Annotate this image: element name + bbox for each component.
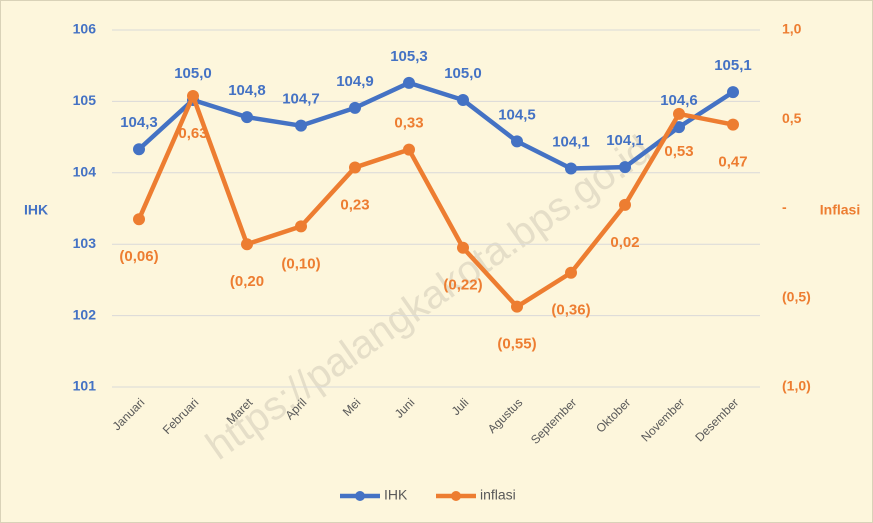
legend-label: IHK <box>384 487 408 503</box>
data-label: (0,36) <box>551 302 590 319</box>
data-label: 104,7 <box>282 91 320 108</box>
legend-marker <box>355 491 365 501</box>
data-label: 0,33 <box>394 115 423 132</box>
y-tick-label: 106 <box>73 21 97 37</box>
y2-tick-label: (1,0) <box>782 378 811 394</box>
series-point <box>349 161 361 174</box>
series-point <box>619 161 631 174</box>
series-point <box>133 213 145 226</box>
data-label: 0,53 <box>664 143 693 160</box>
data-label: 0,63 <box>178 125 207 142</box>
series-point <box>511 135 523 148</box>
series-point <box>457 241 469 254</box>
y2-tick-label: - <box>782 199 787 215</box>
data-label: 104,1 <box>606 132 644 149</box>
y2-tick-label: 0,5 <box>782 110 802 126</box>
data-label: (0,55) <box>497 336 536 353</box>
legend-label: inflasi <box>480 487 516 503</box>
data-label: 105,0 <box>174 65 212 82</box>
data-label: (0,10) <box>281 255 320 272</box>
series-point <box>457 93 469 106</box>
series-line <box>136 93 734 309</box>
series-point <box>187 90 199 103</box>
series-point <box>133 143 145 156</box>
series-point <box>403 76 415 89</box>
data-label: 104,5 <box>498 106 536 123</box>
data-label: 105,0 <box>444 65 482 82</box>
series-point <box>295 119 307 132</box>
series-point <box>295 220 307 233</box>
series-point <box>565 266 577 279</box>
data-label: 104,9 <box>336 73 374 90</box>
data-label: (0,06) <box>119 248 158 265</box>
series-point <box>727 86 739 99</box>
y-tick-label: 105 <box>73 92 97 108</box>
data-label: (0,22) <box>443 277 482 294</box>
series-point <box>511 300 523 313</box>
data-label: (0,20 <box>230 273 264 290</box>
series-point <box>565 162 577 175</box>
series-point <box>727 118 739 131</box>
series-point <box>241 238 253 251</box>
series-point <box>241 111 253 124</box>
series-point <box>349 101 361 114</box>
data-label: 104,6 <box>660 92 698 109</box>
y2-tick-label: 1,0 <box>782 21 802 37</box>
data-label: 0,23 <box>340 196 369 213</box>
series-line <box>137 80 735 171</box>
data-label: 0,47 <box>718 154 747 171</box>
series-point <box>403 143 415 156</box>
y-tick-label: 101 <box>73 378 97 394</box>
legend-marker <box>451 491 461 501</box>
series-point <box>619 198 631 211</box>
y-tick-label: 104 <box>73 164 97 180</box>
y-tick-label: 102 <box>73 306 97 322</box>
y-axis-title: IHK <box>24 202 48 218</box>
data-label: 104,1 <box>552 133 590 150</box>
data-label: 105,1 <box>714 57 752 74</box>
series-point <box>673 107 685 120</box>
data-label: 0,02 <box>610 234 639 251</box>
series-point <box>673 121 685 134</box>
y2-axis-title: Inflasi <box>820 202 860 218</box>
data-label: 104,8 <box>228 82 266 99</box>
y2-tick-label: (0,5) <box>782 288 811 304</box>
data-label: 104,3 <box>120 114 158 131</box>
data-label: 105,3 <box>390 48 428 65</box>
y-tick-label: 103 <box>73 235 97 251</box>
